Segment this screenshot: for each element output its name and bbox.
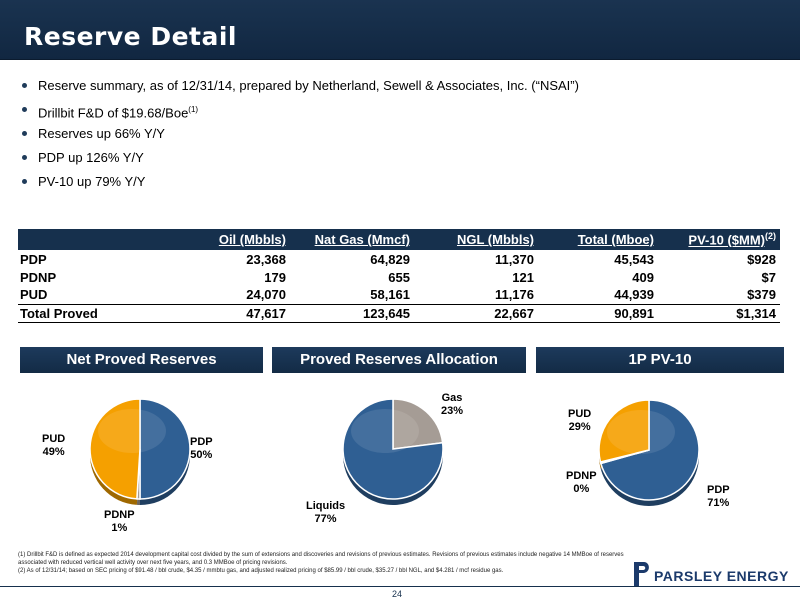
bullet-text: PV-10 up 79% Y/Y: [38, 174, 146, 189]
table-header: Total (Mboe): [577, 232, 654, 247]
pv10-pie: [598, 399, 700, 506]
table-header: PV-10 ($MM)(2): [688, 231, 776, 248]
footer-divider: [0, 586, 800, 587]
bullet-text: Reserves up 66% Y/Y: [38, 126, 165, 141]
table-cell: 179: [264, 269, 286, 285]
table-cell: 24,070: [246, 287, 286, 303]
bullet-item: Reserves up 66% Y/Y: [22, 126, 782, 150]
pie-slice-pud: [89, 398, 141, 500]
table-row: PDNP 179 655 121 409 $7: [18, 268, 780, 286]
pie-label: PDP 50%: [190, 436, 213, 461]
table-cell: 123,645: [290, 303, 414, 323]
bullet-list: Reserve summary, as of 12/31/14, prepare…: [22, 78, 782, 198]
footnote: (1) Drillbit F&D is defined as expected …: [18, 552, 624, 566]
bullet-text: Drillbit F&D of $19.68/Boe: [38, 105, 189, 121]
table-cell: $1,314: [658, 303, 780, 323]
table-cell: 64,829: [370, 251, 410, 267]
title-bar: Reserve Detail: [0, 0, 800, 60]
table-header: NGL (Mbbls): [456, 232, 534, 247]
table-cell: 121: [512, 269, 534, 285]
pie-label: Liquids 77%: [306, 500, 346, 525]
row-label: Total Proved: [18, 303, 168, 323]
table-cell: 11,176: [494, 287, 534, 303]
section-header-pv10: 1P PV-10: [536, 347, 784, 373]
parsley-logo-mark-icon: [634, 562, 649, 586]
section-header-net-proved: Net Proved Reserves: [20, 347, 263, 373]
table-cell: 45,543: [614, 251, 654, 267]
bullet-item: Drillbit F&D of $19.68/Boe(1): [22, 102, 782, 126]
footnote-ref: (1): [188, 105, 199, 114]
table-cell: 11,370: [494, 251, 534, 267]
company-name: PARSLEY ENERGY: [654, 568, 789, 584]
table-header-row: Oil (Mbbls) Nat Gas (Mmcf) NGL (Mbbls) T…: [18, 229, 780, 250]
pie-slice-gas: [392, 398, 444, 450]
pie-slice-pud: [598, 399, 650, 463]
bullet-text: Reserve summary, as of 12/31/14, prepare…: [38, 78, 579, 93]
pie-label: PUD 49%: [42, 433, 66, 458]
table-cell: 22,667: [414, 303, 538, 323]
table-cell: 58,161: [370, 287, 410, 303]
table-cell: 23,368: [246, 251, 286, 267]
bullet-item: Reserve summary, as of 12/31/14, prepare…: [22, 78, 782, 102]
table-cell: $7: [761, 269, 776, 285]
pie-highlight: [98, 409, 166, 453]
bullet-item: PV-10 up 79% Y/Y: [22, 174, 782, 198]
table-row: PUD 24,070 58,161 11,176 44,939 $379: [18, 286, 780, 304]
row-label: PUD: [20, 287, 48, 303]
table-header-blank: [18, 229, 168, 250]
pie-slice-liquids: [342, 398, 444, 500]
net-proved-reserves-pie: [89, 398, 191, 505]
page-title: Reserve Detail: [24, 22, 237, 51]
table-cell: 655: [388, 269, 410, 285]
bullet-item: PDP up 126% Y/Y: [22, 150, 782, 174]
page-number: 24: [392, 589, 403, 599]
table-row-total: Total Proved 47,617 123,645 22,667 90,89…: [18, 303, 780, 323]
table-header: Nat Gas (Mmcf): [314, 232, 410, 247]
footnote-ref: (2): [765, 231, 776, 242]
reserve-table: Oil (Mbbls) Nat Gas (Mmcf) NGL (Mbbls) T…: [18, 229, 780, 323]
bullet-text: PDP up 126% Y/Y: [38, 150, 144, 165]
pie-slice-pdp: [139, 398, 191, 500]
footnotes: (1) Drillbit F&D is defined as expected …: [18, 551, 638, 575]
table-cell: 44,939: [614, 287, 654, 303]
pie-slice-pdp: [599, 399, 700, 501]
table-cell: 47,617: [168, 303, 290, 323]
row-label: PDNP: [20, 269, 57, 285]
section-header-allocation: Proved Reserves Allocation: [272, 347, 526, 373]
pie-label: Gas 23%: [441, 392, 464, 417]
table-cell: $379: [747, 287, 776, 303]
pie-label: PDNP 1%: [104, 509, 135, 534]
pie-highlight: [607, 410, 675, 454]
table-cell: 90,891: [538, 303, 658, 323]
table-header: Oil (Mbbls): [218, 232, 286, 247]
pie-highlight: [351, 409, 419, 453]
pie-label: PDP 71%: [707, 484, 730, 509]
pie-label: PUD 29%: [568, 408, 592, 433]
table-cell: 409: [632, 269, 654, 285]
table-row: PDP 23,368 64,829 11,370 45,543 $928: [18, 250, 780, 268]
proved-reserves-allocation-pie: [342, 398, 444, 505]
footnote: (2) As of 12/31/14; based on SEC pricing…: [18, 568, 504, 574]
table-cell: $928: [747, 251, 776, 267]
pie-label: PDNP 0%: [566, 470, 597, 495]
row-label: PDP: [20, 251, 47, 267]
